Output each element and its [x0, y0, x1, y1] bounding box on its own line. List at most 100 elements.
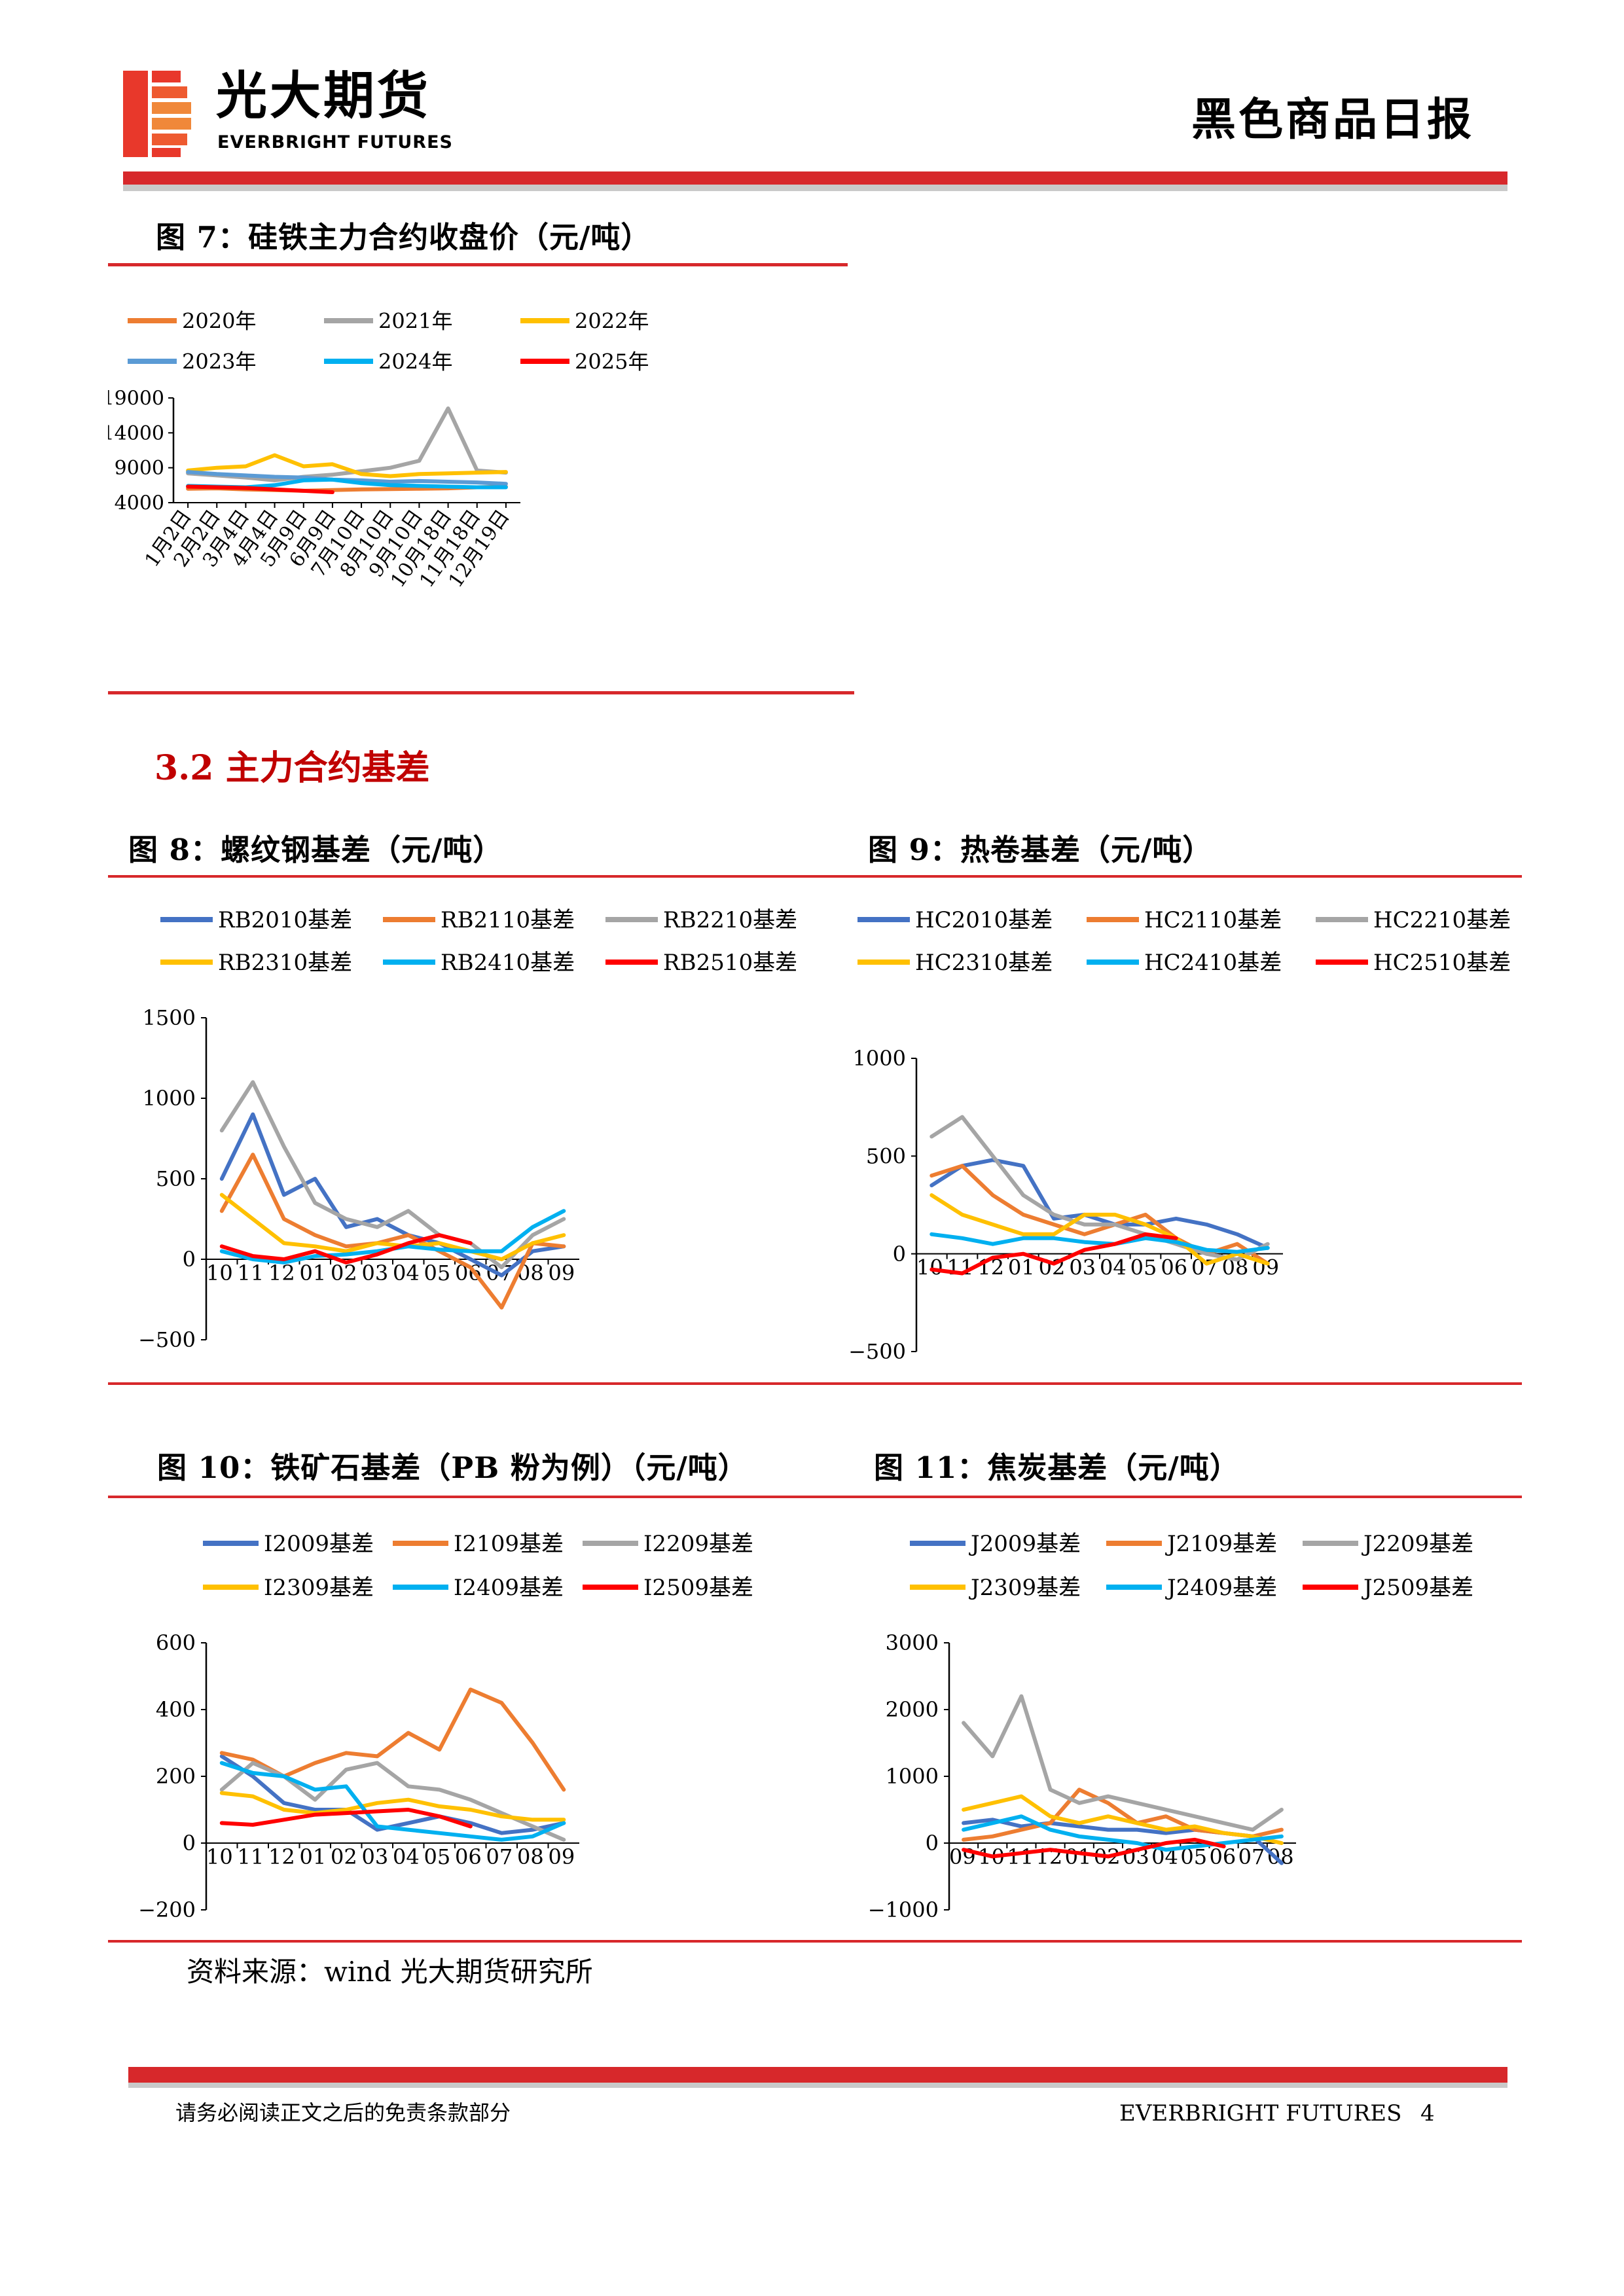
legend-label: HC2210基差 — [1373, 907, 1511, 933]
figure-7-bottom-rule — [108, 691, 854, 694]
footer-divider — [128, 2067, 1507, 2083]
figure-9-chart: HC2010基差 HC2110基差 HC2210基差 HC2310基差 HC2410基差… — [848, 907, 1511, 1364]
y-tick-label: 1500 — [143, 1005, 196, 1030]
series-line-RB2110基差 — [219, 1153, 566, 1310]
x-tick-label: 11 — [238, 1844, 264, 1869]
legend-label: RB2010基差 — [218, 907, 352, 933]
series-line-HC2510基差 — [929, 1232, 1178, 1276]
footer-disclaimer: 请务必阅读正文之后的免责条款部分 — [175, 2100, 511, 2125]
figure-7-top-rule — [108, 263, 848, 266]
x-tick-label: 06 — [1161, 1255, 1187, 1280]
x-tick-label: 10 — [206, 1844, 233, 1869]
x-tick-label: 08 — [1267, 1844, 1294, 1869]
legend-label: HC2110基差 — [1144, 907, 1282, 933]
x-tick-label: 01 — [1008, 1255, 1035, 1280]
legend-label: I2009基差 — [264, 1531, 374, 1557]
series-line-2022年 — [186, 453, 508, 478]
y-tick-label: 14000 — [108, 422, 164, 445]
legend-label: HC2010基差 — [915, 907, 1053, 933]
x-tick-label: 07 — [486, 1844, 513, 1869]
series-line-J2409基差 — [962, 1814, 1284, 1852]
brand-name-en: EVERBRIGHT FUTURES — [217, 132, 453, 152]
legend-label: J2109基差 — [1165, 1531, 1277, 1557]
page-number: 4 — [1420, 2100, 1435, 2126]
legend-label: RB2510基差 — [663, 950, 797, 976]
figure-8-top-rule — [108, 875, 838, 878]
y-tick-label: 500 — [156, 1166, 196, 1191]
x-tick-label: 05 — [1130, 1255, 1157, 1280]
legend-label: 2024年 — [378, 350, 452, 374]
x-tick-label: 01 — [1065, 1844, 1092, 1869]
figure-9-title: 图 9：热卷基差（元/吨） — [868, 833, 1213, 867]
y-tick-label: 1000 — [143, 1086, 196, 1111]
series-line-I2509基差 — [219, 1808, 473, 1829]
y-tick-label: −500 — [138, 1327, 196, 1352]
x-tick-label: 06 — [455, 1844, 482, 1869]
y-tick-label: 19000 — [108, 387, 164, 410]
series-line-RB2010基差 — [219, 1112, 566, 1278]
legend-label: HC2510基差 — [1373, 950, 1511, 976]
figure-10-top-rule — [108, 1496, 838, 1498]
x-tick-label: 04 — [1100, 1255, 1127, 1280]
legend-label: J2309基差 — [969, 1575, 1081, 1601]
footer-brand: EVERBRIGHT FUTURES — [1119, 2100, 1402, 2126]
everbright-logo-icon — [123, 71, 191, 157]
series-line-J2209基差 — [962, 1694, 1284, 1832]
legend-label: I2409基差 — [454, 1575, 564, 1601]
x-tick-label: 07 — [1238, 1844, 1265, 1869]
x-tick-label: 11 — [238, 1261, 264, 1285]
legend-label: J2209基差 — [1362, 1531, 1473, 1557]
section-title: 3.2 主力合约基差 — [154, 748, 430, 788]
x-tick-label: 07 — [1191, 1255, 1218, 1280]
series-line-RB2510基差 — [219, 1233, 473, 1265]
figure-8-chart: RB2010基差 RB2110基差 RB2210基差 RB2310基差 RB2410基差… — [138, 907, 797, 1352]
y-tick-label: 0 — [183, 1831, 196, 1856]
x-tick-label: 09 — [949, 1844, 976, 1869]
figure-8-title: 图 8：螺纹钢基差（元/吨） — [128, 833, 503, 867]
legend-label: HC2310基差 — [915, 950, 1053, 976]
series-line-I2409基差 — [219, 1761, 566, 1842]
legend-label: 2022年 — [575, 309, 649, 334]
x-tick-label: 11 — [947, 1255, 974, 1280]
series-line-J2309基差 — [962, 1794, 1284, 1845]
x-tick-label: 09 — [549, 1261, 575, 1285]
x-tick-label: 11 — [1007, 1844, 1034, 1869]
source-note: 资料来源：wind 光大期货研究所 — [187, 1956, 593, 1988]
figures-10-11-bottom-rule — [108, 1940, 1522, 1943]
x-tick-label: 10 — [206, 1261, 233, 1285]
legend-label: J2009基差 — [969, 1531, 1081, 1557]
x-tick-label: 08 — [517, 1844, 544, 1869]
legend-label: RB2410基差 — [441, 950, 575, 976]
legend-label: 2023年 — [182, 350, 256, 374]
figure-11-title: 图 11：焦炭基差（元/吨） — [874, 1450, 1240, 1485]
x-tick-label: 03 — [1069, 1255, 1096, 1280]
report-title: 黑色商品日报 — [1191, 94, 1475, 146]
legend-label: 2025年 — [575, 350, 649, 374]
figure-10-chart: I2009基差 I2109基差 I2209基差 I2309基差 I2409基差 I2509… — [138, 1531, 753, 1922]
y-tick-label: 2000 — [886, 1697, 939, 1722]
y-tick-label: 4000 — [115, 492, 164, 515]
brand-name-cn: 光大期货 — [216, 67, 431, 126]
y-tick-label: 1000 — [853, 1046, 906, 1071]
series-line-HC2010基差 — [929, 1158, 1270, 1250]
figure-11-top-rule — [838, 1496, 1522, 1498]
header-divider-shadow — [123, 185, 1507, 191]
y-tick-label: 500 — [866, 1144, 906, 1169]
y-tick-label: 1000 — [886, 1764, 939, 1789]
y-tick-label: 600 — [156, 1630, 196, 1655]
x-tick-label: 01 — [300, 1261, 327, 1285]
x-tick-label: 03 — [362, 1261, 389, 1285]
y-tick-label: 400 — [156, 1697, 196, 1722]
series-line-I2309基差 — [219, 1791, 566, 1822]
x-tick-label: 05 — [424, 1261, 451, 1285]
y-tick-label: 9000 — [115, 457, 164, 480]
x-tick-label: 04 — [393, 1261, 420, 1285]
x-tick-label: 02 — [331, 1844, 357, 1869]
y-tick-label: 0 — [926, 1831, 939, 1856]
y-tick-label: −200 — [138, 1897, 196, 1922]
series-line-HC2310基差 — [929, 1193, 1270, 1266]
figure-7-chart: 2020年 2021年 2022年 2023年 2024年 2025年 4000 9000 14… — [108, 309, 649, 592]
legend-label: RB2110基差 — [441, 907, 575, 933]
figure-10-title: 图 10：铁矿石基差（PB 粉为例）（元/吨） — [157, 1450, 748, 1485]
series-line-RB2310基差 — [219, 1193, 566, 1261]
